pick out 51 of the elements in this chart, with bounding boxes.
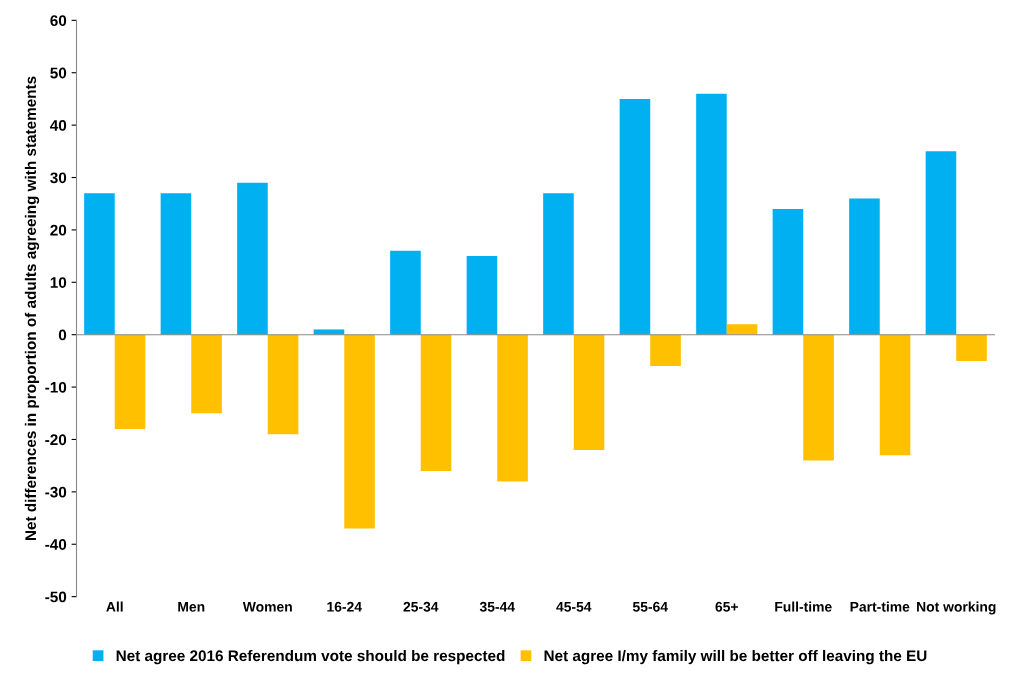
bar bbox=[344, 334, 375, 529]
y-tick-label: 20 bbox=[50, 224, 67, 236]
bar bbox=[160, 193, 192, 335]
y-tick-label: 60 bbox=[50, 15, 67, 27]
y-tick-label: 40 bbox=[50, 119, 67, 131]
x-tick-label: Women bbox=[242, 602, 292, 612]
bar bbox=[390, 250, 421, 335]
x-tick-label: 16-24 bbox=[327, 601, 362, 612]
x-tick-label: Full-time bbox=[775, 601, 832, 612]
bar bbox=[497, 334, 528, 482]
y-tick-label: -50 bbox=[45, 591, 67, 603]
x-tick-label: 55-64 bbox=[632, 601, 668, 612]
y-tick-label: -20 bbox=[45, 434, 67, 446]
legend-label: Net agree I/my family will be better off leaving the EU bbox=[544, 649, 927, 665]
bar bbox=[573, 334, 605, 450]
y-tick-label: -30 bbox=[45, 486, 67, 498]
bar bbox=[420, 334, 452, 471]
x-tick-label: 65+ bbox=[715, 601, 738, 612]
y-tick-label: -40 bbox=[45, 539, 67, 550]
y-axis-title: Net differences in proportion of adults agreeing with statements bbox=[24, 76, 40, 541]
y-tick-label: 0 bbox=[58, 329, 67, 341]
bar bbox=[619, 98, 651, 335]
bar bbox=[237, 182, 268, 335]
bar bbox=[466, 256, 498, 335]
x-tick-label: Not working bbox=[917, 601, 996, 615]
bar bbox=[956, 334, 987, 361]
y-tick-label: 10 bbox=[50, 277, 67, 288]
bar bbox=[726, 324, 758, 335]
bar bbox=[543, 193, 574, 335]
x-tick-label: Men bbox=[178, 602, 205, 612]
bar bbox=[313, 329, 345, 335]
x-tick-label: 35-44 bbox=[479, 601, 515, 612]
bar bbox=[772, 208, 804, 335]
legend-label: Net agree 2016 Referendum vote should be respected bbox=[116, 649, 505, 665]
bar bbox=[879, 334, 911, 456]
bar bbox=[191, 334, 222, 414]
x-tick-label: 25-34 bbox=[403, 601, 439, 612]
bar bbox=[114, 334, 146, 429]
x-tick-label: Part-time bbox=[850, 601, 910, 612]
bar bbox=[925, 151, 957, 335]
bar bbox=[696, 93, 727, 335]
x-tick-label: 45-54 bbox=[556, 602, 592, 612]
y-tick-label: 50 bbox=[50, 67, 67, 79]
y-tick-label: 30 bbox=[50, 172, 67, 184]
bar bbox=[84, 193, 115, 335]
bar bbox=[803, 334, 834, 461]
x-tick-label: All bbox=[106, 601, 123, 612]
y-tick-label: -10 bbox=[45, 381, 67, 393]
bar bbox=[849, 198, 880, 335]
bar bbox=[650, 334, 681, 367]
bar bbox=[267, 334, 299, 435]
